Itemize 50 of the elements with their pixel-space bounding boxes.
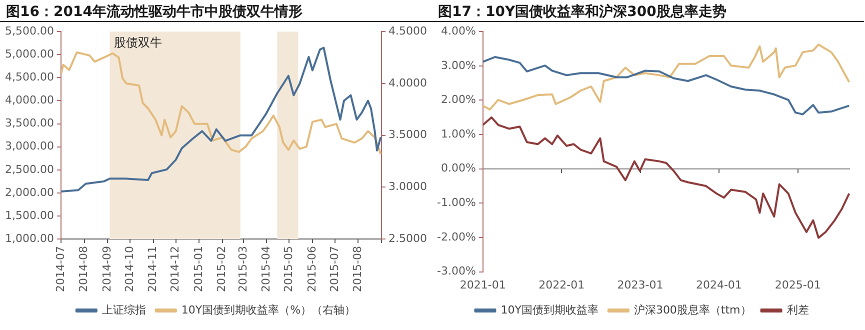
x-tick-label: 2015-06 (305, 246, 318, 292)
legend-label: 沪深300股息率（ttm） (634, 303, 752, 316)
y-tick-label: 3.00% (440, 58, 476, 72)
x-tick-label: 2015-01 (192, 246, 205, 292)
x-tick-label: 2015-03 (236, 246, 250, 292)
y-tick-label: 5,000.00 (5, 48, 54, 61)
x-tick-label: 2014-12 (168, 246, 182, 292)
y-tick-label: 2,500.00 (5, 162, 54, 176)
x-tick-label: 2025-01 (774, 278, 821, 292)
x-tick-label: 2014-07 (54, 246, 67, 292)
legend-label: 上证综指 (102, 303, 146, 316)
x-tick-label: 2021-01 (460, 278, 506, 292)
y2-tick-label: 4.0000 (388, 76, 428, 90)
y2-tick-label: 3.0000 (388, 180, 428, 194)
band-label: 股债双牛 (114, 36, 162, 50)
legend-label: 10Y国债到期收益率（%）（右轴） (181, 303, 356, 316)
y-tick-label: 4,500.00 (5, 70, 54, 84)
y-tick-label: -2.00% (436, 230, 476, 244)
y-tick-label: 4,000.00 (5, 94, 54, 107)
y-tick-label: 3,000.00 (5, 140, 54, 153)
x-tick-label: 2014-10 (122, 246, 136, 292)
y-tick-label: 5,500.00 (5, 24, 54, 38)
chart-title: 图16：2014年流动性驱动牛市中股债双牛情形 (0, 0, 432, 22)
y-tick-label: 1,000.00 (5, 232, 54, 245)
legend-label: 10Y国债到期收益率 (500, 303, 598, 316)
y-tick-label: 2,000.00 (5, 186, 54, 199)
chart-title: 图17：10Y国债收益率和沪深300股息率走势 (432, 0, 864, 22)
x-tick-label: 2022-01 (538, 278, 585, 292)
y-tick-label: 1,500.00 (5, 208, 54, 222)
x-tick-label: 2024-01 (696, 278, 742, 292)
x-tick-label: 2015-02 (215, 246, 228, 292)
legend-label: 利差 (786, 303, 809, 316)
x-tick-label: 2014-09 (100, 246, 114, 292)
x-tick-label: 2023-01 (617, 278, 664, 292)
y2-tick-label: 4.5000 (388, 24, 428, 38)
x-tick-label: 2014-11 (146, 246, 160, 292)
y-tick-label: -1.00% (436, 196, 476, 210)
x-tick-label: 2015-04 (260, 246, 273, 292)
x-tick-label: 2015-07 (328, 246, 341, 292)
y-tick-label: 0.00% (440, 162, 476, 175)
x-tick-label: 2014-08 (77, 246, 90, 292)
x-tick-label: 2015-05 (282, 246, 296, 292)
y-tick-label: 3,500.00 (5, 116, 54, 130)
y2-tick-label: 2.5000 (388, 232, 428, 245)
y-tick-label: -3.00% (436, 264, 476, 278)
y-tick-label: 4.00% (440, 24, 476, 38)
x-tick-label: 2015-08 (351, 246, 364, 292)
y2-tick-label: 3.5000 (388, 128, 428, 142)
y-tick-label: 2.00% (440, 93, 476, 106)
y-tick-label: 1.00% (440, 127, 476, 140)
